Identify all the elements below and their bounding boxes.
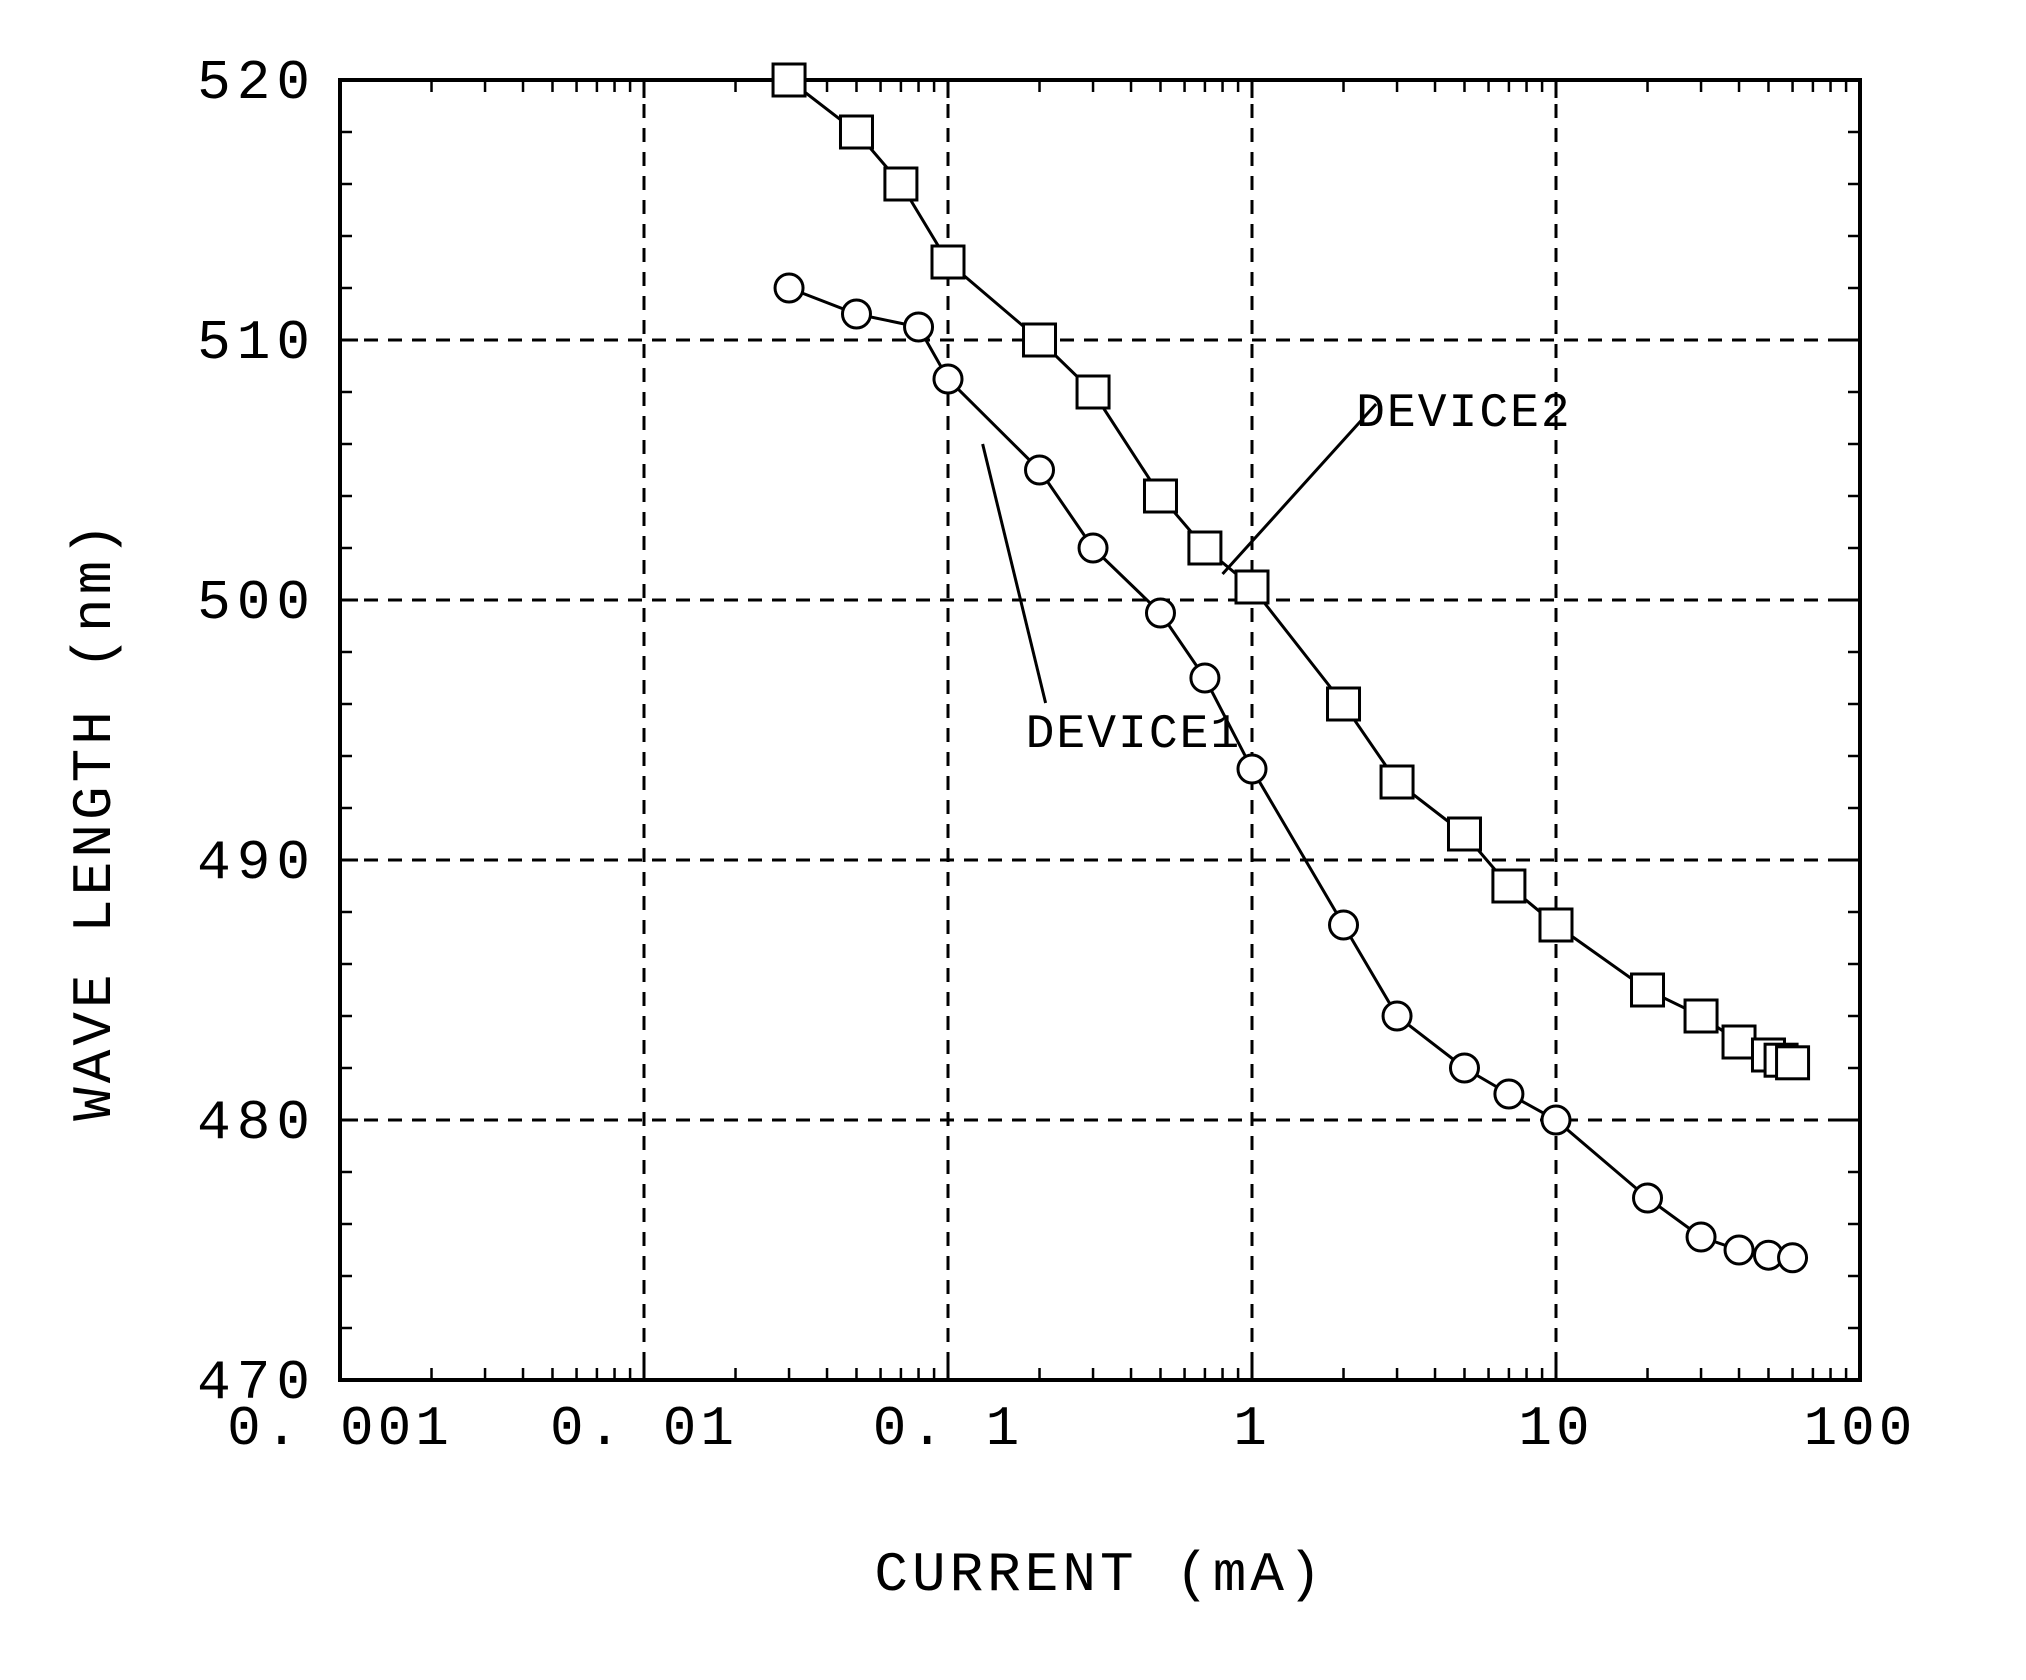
series-annotations: DEVICE1 DEVICE2: [983, 387, 1572, 762]
x-tick-label: 0. 001: [227, 1397, 453, 1461]
x-tick-label: 1: [1233, 1397, 1271, 1461]
marker-square: [840, 116, 872, 148]
y-tick-label: 510: [197, 311, 316, 375]
marker-square: [1632, 974, 1664, 1006]
x-tick-label: 0. 01: [550, 1397, 738, 1461]
marker-square: [1493, 870, 1525, 902]
marker-circle: [1191, 664, 1219, 692]
marker-square: [1777, 1047, 1809, 1079]
marker-square: [1540, 909, 1572, 941]
marker-square: [885, 168, 917, 200]
marker-circle: [1779, 1244, 1807, 1272]
marker-circle: [1146, 599, 1174, 627]
series-line-device1: [789, 288, 1793, 1258]
marker-circle: [1495, 1080, 1523, 1108]
marker-circle: [1725, 1236, 1753, 1264]
series-label-device1: DEVICE1: [1026, 708, 1242, 762]
marker-square: [1077, 376, 1109, 408]
series-line-device2: [789, 80, 1793, 1063]
series-label-device2: DEVICE2: [1356, 387, 1572, 441]
x-tick-label: 10: [1518, 1397, 1593, 1461]
y-tick-label: 500: [197, 571, 316, 635]
chart-svg: WAVE LENGTH (nm) CURRENT (mA) 4704804905…: [0, 0, 2026, 1680]
marker-circle: [1450, 1054, 1478, 1082]
x-tick-label: 0. 1: [873, 1397, 1023, 1461]
marker-square: [1685, 1000, 1717, 1032]
marker-square: [1328, 688, 1360, 720]
y-axis-label: WAVE LENGTH (nm): [63, 519, 127, 1121]
marker-circle: [1542, 1106, 1570, 1134]
marker-square: [1189, 532, 1221, 564]
marker-circle: [905, 313, 933, 341]
marker-circle: [775, 274, 803, 302]
marker-circle: [1687, 1223, 1715, 1251]
chart-page: WAVE LENGTH (nm) CURRENT (mA) 4704804905…: [0, 0, 2026, 1680]
marker-square: [1024, 324, 1056, 356]
x-axis-label: CURRENT (mA): [874, 1543, 1325, 1607]
marker-square: [1723, 1026, 1755, 1058]
marker-circle: [934, 365, 962, 393]
marker-circle: [1383, 1002, 1411, 1030]
marker-square: [1448, 818, 1480, 850]
marker-circle: [842, 300, 870, 328]
marker-circle: [1330, 911, 1358, 939]
y-tick-label: 520: [197, 51, 316, 115]
marker-square: [1144, 480, 1176, 512]
y-tick-label: 480: [197, 1091, 316, 1155]
marker-square: [1236, 571, 1268, 603]
marker-circle: [1026, 456, 1054, 484]
callout-line: [1223, 404, 1377, 574]
marker-circle: [1634, 1184, 1662, 1212]
y-tick-label: 490: [197, 831, 316, 895]
x-tick-label: 100: [1804, 1397, 1917, 1461]
marker-square: [932, 246, 964, 278]
marker-square: [773, 64, 805, 96]
marker-circle: [1079, 534, 1107, 562]
series-markers: [773, 64, 1809, 1272]
marker-square: [1381, 766, 1413, 798]
marker-circle: [1238, 755, 1266, 783]
